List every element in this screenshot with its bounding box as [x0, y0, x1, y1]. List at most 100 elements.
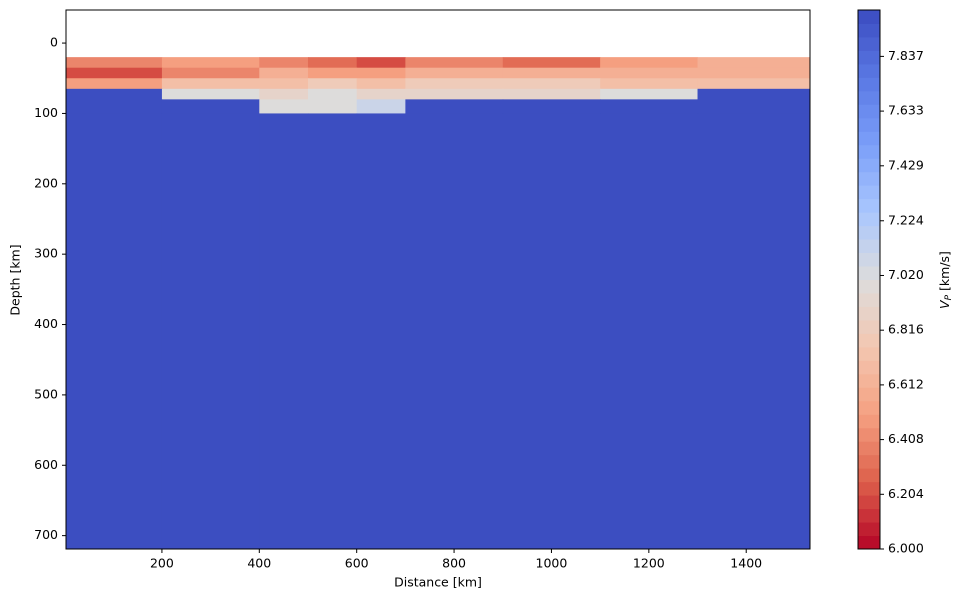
heat-cell	[600, 67, 699, 79]
heat-cell	[66, 67, 163, 79]
colorbar-band	[858, 77, 880, 92]
colorbar-band	[858, 104, 880, 119]
heat-cell	[259, 57, 309, 69]
heat-cell	[697, 88, 811, 100]
y-tick-label: 700	[34, 527, 58, 542]
colorbar-band	[858, 522, 880, 537]
colorbar-band	[858, 427, 880, 442]
colorbar-tick-label: 7.020	[888, 267, 924, 282]
plot-frame	[65, 9, 811, 550]
heat-cell	[600, 113, 699, 550]
y-tick-label: 0	[50, 35, 58, 50]
heat-cell	[697, 67, 811, 79]
colorbar-band	[858, 319, 880, 334]
colorbar-subscript: P	[944, 294, 954, 300]
y-tick-label: 300	[34, 246, 58, 261]
colorbar-band	[858, 117, 880, 132]
heat-cell	[307, 113, 358, 550]
heat-cell	[697, 99, 811, 114]
heat-cell	[697, 113, 811, 550]
colorbar-band	[858, 198, 880, 213]
colorbar-band	[858, 225, 880, 240]
heat-cell	[502, 113, 601, 550]
colorbar-tick-label: 7.429	[888, 157, 924, 172]
colorbar-symbol: V	[937, 299, 952, 309]
colorbar-band	[858, 535, 880, 550]
colorbar-band	[858, 36, 880, 51]
colorbar-band	[858, 373, 880, 388]
colorbar-band	[858, 508, 880, 523]
heat-cell	[161, 99, 260, 114]
colorbar-tick-label: 7.633	[888, 103, 924, 118]
heat-cell	[405, 113, 504, 550]
colorbar-tick-label: 6.816	[888, 322, 924, 337]
heat-cell	[600, 88, 699, 100]
x-tick-label: 400	[247, 556, 271, 571]
heat-cell	[161, 57, 260, 69]
colorbar-label: VP [km/s]	[937, 251, 954, 309]
colorbar-band	[858, 158, 880, 173]
heat-cell	[356, 78, 406, 90]
colorbar-band	[858, 495, 880, 510]
heat-cell	[600, 57, 699, 69]
heat-cell	[161, 113, 260, 550]
colorbar-band	[858, 131, 880, 146]
y-tick-label: 100	[34, 105, 58, 120]
x-tick-label: 600	[345, 556, 369, 571]
x-tick-label: 1000	[536, 556, 568, 571]
heat-cell	[66, 113, 163, 550]
colorbar-band	[858, 23, 880, 38]
heat-cell	[356, 57, 406, 69]
colorbar-band	[858, 468, 880, 483]
colorbar-band	[858, 50, 880, 65]
colorbar-tick-label: 6.612	[888, 376, 924, 391]
colorbar-band	[858, 333, 880, 348]
heat-cell	[307, 67, 358, 79]
heat-cell	[356, 88, 406, 100]
colorbar-tick-label: 6.408	[888, 431, 924, 446]
colorbar-band	[858, 441, 880, 456]
heat-cell	[259, 113, 309, 550]
colorbar-band	[858, 346, 880, 361]
colorbar-band	[858, 239, 880, 254]
y-tick-label: 400	[34, 316, 58, 331]
x-tick-label: 800	[442, 556, 466, 571]
colorbar-band	[858, 360, 880, 375]
heat-cell	[66, 88, 163, 100]
colorbar-tick-label: 7.224	[888, 212, 924, 227]
colorbar-band	[858, 414, 880, 429]
heat-cell	[259, 67, 309, 79]
x-tick-label: 1400	[730, 556, 762, 571]
heat-cell	[307, 57, 358, 69]
heat-cell	[307, 88, 358, 100]
heat-cell	[66, 57, 163, 69]
colorbar-band	[858, 252, 880, 267]
colorbar-unit: [km/s]	[937, 251, 952, 291]
heat-cell	[161, 67, 260, 79]
colorbar-band	[858, 90, 880, 105]
colorbar-band	[858, 306, 880, 321]
colorbar-band	[858, 212, 880, 227]
y-axis-label: Depth [km]	[8, 244, 23, 315]
heat-cell	[66, 99, 163, 114]
heat-cell	[405, 88, 504, 100]
heat-cell	[600, 78, 699, 90]
heat-cell	[502, 57, 601, 69]
heat-cell	[259, 78, 309, 90]
colorbar-band	[858, 387, 880, 402]
heat-cell	[356, 99, 406, 114]
colorbar-tick-label: 6.204	[888, 486, 924, 501]
heat-cell	[405, 78, 504, 90]
heat-cell	[697, 78, 811, 90]
y-tick-label: 500	[34, 386, 58, 401]
colorbar-band	[858, 171, 880, 186]
heat-cell	[307, 78, 358, 90]
colorbar-band	[858, 454, 880, 469]
heat-cell	[356, 67, 406, 79]
colorbar-band	[858, 266, 880, 280]
heat-cell	[405, 57, 504, 69]
x-axis-label: Distance [km]	[394, 575, 482, 590]
heat-cell	[502, 99, 601, 114]
y-tick-label: 600	[34, 457, 58, 472]
